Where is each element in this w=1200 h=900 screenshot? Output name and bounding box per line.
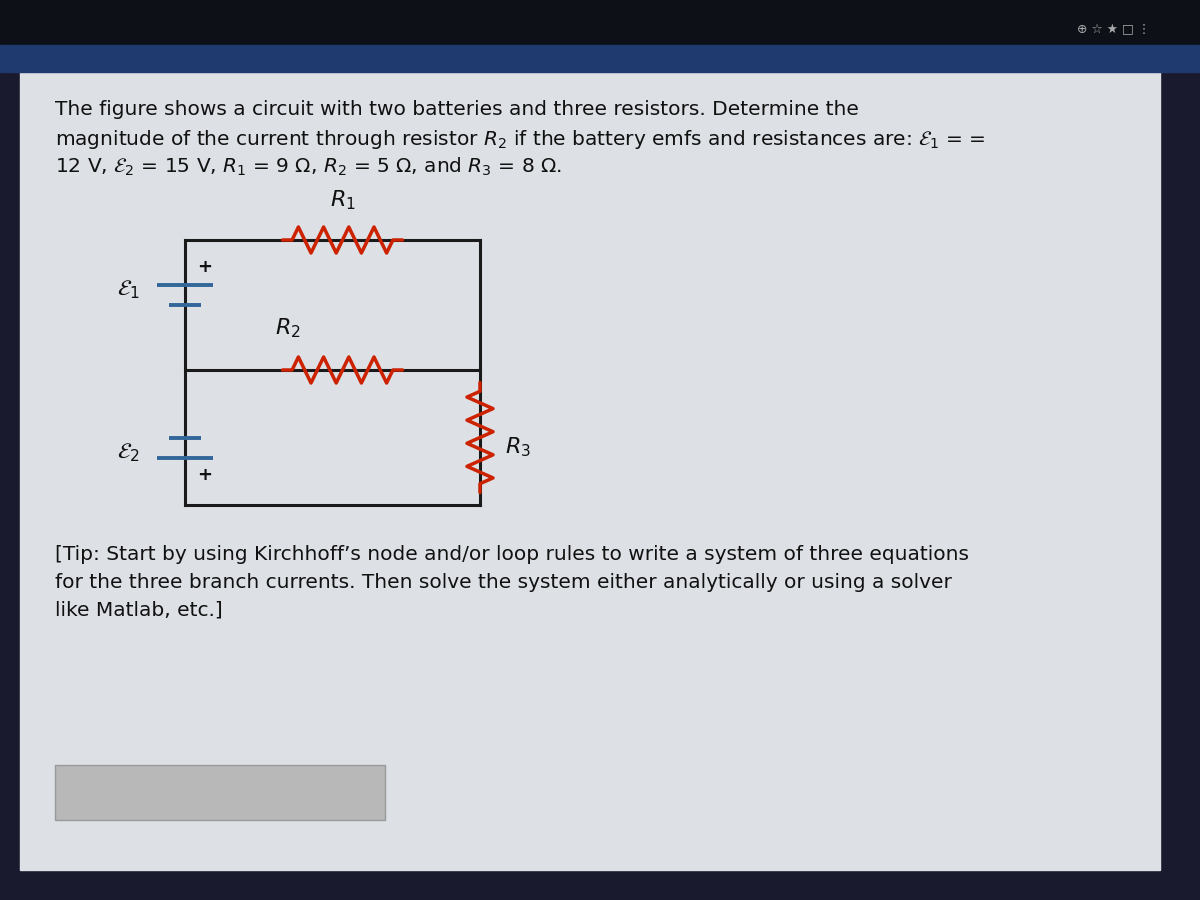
Text: $\mathcal{E}_2$: $\mathcal{E}_2$: [118, 441, 140, 464]
Text: +: +: [198, 258, 212, 276]
Text: The figure shows a circuit with two batteries and three resistors. Determine the: The figure shows a circuit with two batt…: [55, 100, 859, 119]
Text: like Matlab, etc.]: like Matlab, etc.]: [55, 601, 223, 620]
Text: 12 V, $\mathcal{E}_2$ = 15 V, $R_1$ = 9 Ω, $R_2$ = 5 Ω, and $R_3$ = 8 Ω.: 12 V, $\mathcal{E}_2$ = 15 V, $R_1$ = 9 …: [55, 156, 562, 178]
Bar: [55, 765, 385, 820]
Text: $R_3$: $R_3$: [505, 436, 530, 459]
Text: ⊕ ☆ ★ □ ⋮: ⊕ ☆ ★ □ ⋮: [1076, 23, 1150, 37]
Bar: [20, 72, 1160, 870]
Text: $R_1$: $R_1$: [330, 188, 355, 212]
Text: [Tip: Start by using Kirchhoff’s node and/or loop rules to write a system of thr: [Tip: Start by using Kirchhoff’s node an…: [55, 545, 970, 564]
Text: magnitude of the current through resistor $R_2$ if the battery emfs and resistan: magnitude of the current through resisto…: [55, 128, 985, 151]
Text: $R_2$: $R_2$: [275, 317, 300, 340]
Text: $\mathcal{E}_1$: $\mathcal{E}_1$: [118, 279, 140, 302]
Bar: [0, 45, 1200, 72]
Text: for the three branch currents. Then solve the system either analytically or usin: for the three branch currents. Then solv…: [55, 573, 952, 592]
Bar: [0, 0, 1200, 45]
Text: +: +: [198, 466, 212, 484]
